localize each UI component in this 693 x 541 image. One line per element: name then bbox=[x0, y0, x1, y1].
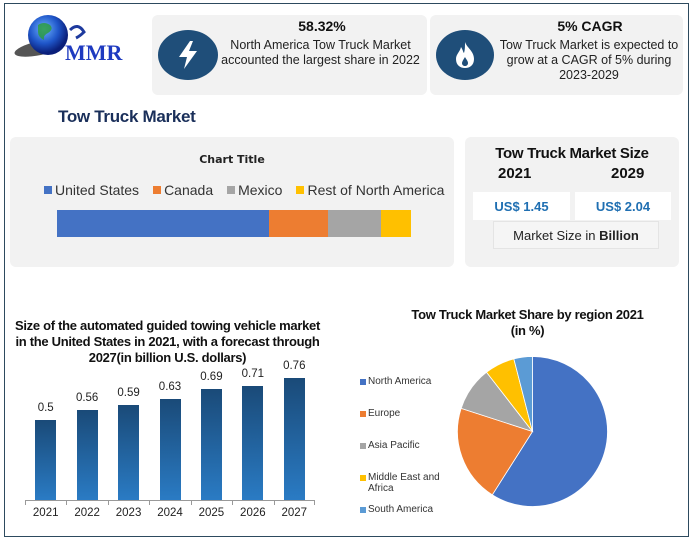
svg-text:MMR: MMR bbox=[65, 40, 124, 65]
x-tick bbox=[25, 500, 26, 505]
chart-legend: United States Canada Mexico Rest of Nort… bbox=[44, 182, 444, 198]
legend-label: Asia Pacific bbox=[368, 440, 420, 451]
x-tick-label: 2024 bbox=[157, 507, 183, 519]
stat-card-cagr: 5% CAGR Tow Truck Market is expected to … bbox=[430, 15, 683, 95]
bar-value-label: 0.69 bbox=[200, 370, 223, 383]
x-tick-label: 2023 bbox=[115, 507, 142, 519]
bar-value-label: 0.59 bbox=[117, 387, 140, 399]
pie-slice-north-america bbox=[491, 356, 608, 507]
bar-value-label: 0.5 bbox=[37, 401, 54, 414]
market-size-title: Tow Truck Market Size bbox=[495, 145, 649, 162]
legend-label: North America bbox=[368, 376, 432, 387]
legend-label: South America bbox=[368, 504, 434, 515]
north-america-share-chart: Chart Title United States Canada Mexico … bbox=[10, 137, 454, 267]
legend-label: Europe bbox=[368, 408, 401, 419]
x-tick bbox=[314, 500, 315, 505]
stat-text: Tow Truck Market is expected to grow at … bbox=[499, 38, 679, 82]
x-tick bbox=[149, 500, 151, 505]
us-agv-bar-chart: 0.5 2021 0.56 2022 0.59 2023 0.63 2024 0.69 2025 0… bbox=[25, 360, 315, 525]
legend-swatch bbox=[44, 186, 52, 194]
section-title: Tow Truck Market bbox=[58, 107, 196, 126]
legend-item: Asia Pacific bbox=[360, 440, 450, 451]
flame-icon bbox=[436, 30, 494, 80]
x-tick-label: 2027 bbox=[281, 507, 308, 519]
chart-title: Chart Title bbox=[199, 153, 265, 166]
bar-segment bbox=[380, 210, 411, 237]
bar-value-label: 0.71 bbox=[241, 367, 265, 380]
value-start: US$ 1.45 bbox=[473, 192, 570, 220]
x-tick-label: 2026 bbox=[240, 507, 266, 519]
bar bbox=[159, 398, 181, 500]
bar bbox=[200, 388, 222, 500]
bar bbox=[118, 405, 140, 500]
bar bbox=[76, 409, 98, 500]
x-tick-label: 2022 bbox=[74, 507, 100, 519]
legend-swatch bbox=[360, 475, 366, 481]
bar-chart-title: Size of the automated guided towing vehi… bbox=[15, 318, 320, 365]
legend-swatch bbox=[360, 507, 366, 513]
x-axis bbox=[25, 500, 315, 501]
legend-swatch bbox=[360, 443, 366, 449]
lightning-icon bbox=[158, 30, 218, 80]
mmr-logo: MMR bbox=[10, 10, 150, 70]
stat-text: North America Tow Truck Market accounted… bbox=[221, 38, 420, 67]
stat-card-north-america-share: 58.32% North America Tow Truck Market ac… bbox=[152, 15, 427, 95]
pie-chart-title: Tow Truck Market Share by region 2021 (i… bbox=[411, 307, 644, 338]
x-tick bbox=[66, 500, 68, 505]
x-tick-label: 2021 bbox=[32, 507, 59, 519]
legend-item-united-states: United States bbox=[44, 182, 139, 198]
stat-title: 5% CAGR bbox=[557, 18, 623, 34]
legend-item-rest-of-north-america: Rest of North America bbox=[296, 182, 444, 198]
bar-segment bbox=[269, 210, 328, 237]
legend-swatch bbox=[153, 186, 162, 194]
legend-label: Middle East and Africa bbox=[368, 472, 440, 494]
market-size-card: Tow Truck Market Size 2021 2029 US$ 1.45… bbox=[465, 137, 679, 267]
bar bbox=[242, 385, 264, 500]
stat-title: 58.32% bbox=[298, 18, 346, 34]
x-tick bbox=[273, 500, 275, 505]
region-share-pie-chart bbox=[457, 356, 608, 507]
bar-segment bbox=[327, 210, 381, 237]
legend-item: North America bbox=[360, 376, 450, 387]
bar bbox=[35, 419, 57, 500]
bar-value-label: 0.56 bbox=[75, 391, 99, 404]
x-tick bbox=[107, 500, 109, 505]
legend-swatch bbox=[296, 186, 305, 194]
value-end: US$ 2.04 bbox=[575, 192, 671, 220]
stacked-bar bbox=[57, 210, 411, 237]
legend-item-canada: Canada bbox=[153, 182, 213, 198]
legend-item-mexico: Mexico bbox=[227, 182, 282, 198]
bar-value-label: 0.63 bbox=[158, 380, 182, 393]
legend-item: South America bbox=[360, 504, 450, 515]
legend-item: Middle East and Africa bbox=[360, 472, 450, 494]
legend-swatch bbox=[360, 411, 366, 417]
legend-swatch bbox=[360, 379, 366, 385]
legend-swatch bbox=[227, 186, 236, 194]
x-tick bbox=[190, 500, 192, 505]
year-end: 2029 bbox=[611, 165, 645, 182]
market-size-unit: Market Size in Billion bbox=[493, 221, 659, 249]
legend-item: Europe bbox=[360, 408, 450, 419]
bar bbox=[283, 377, 305, 500]
bar-value-label: 0.76 bbox=[283, 359, 306, 372]
pie-slice-south-america bbox=[513, 356, 533, 432]
bar-segment bbox=[57, 210, 270, 237]
x-tick bbox=[232, 500, 234, 505]
year-start: 2021 bbox=[498, 165, 532, 182]
pie-slice-europe bbox=[457, 407, 534, 496]
x-tick-label: 2025 bbox=[198, 507, 225, 519]
